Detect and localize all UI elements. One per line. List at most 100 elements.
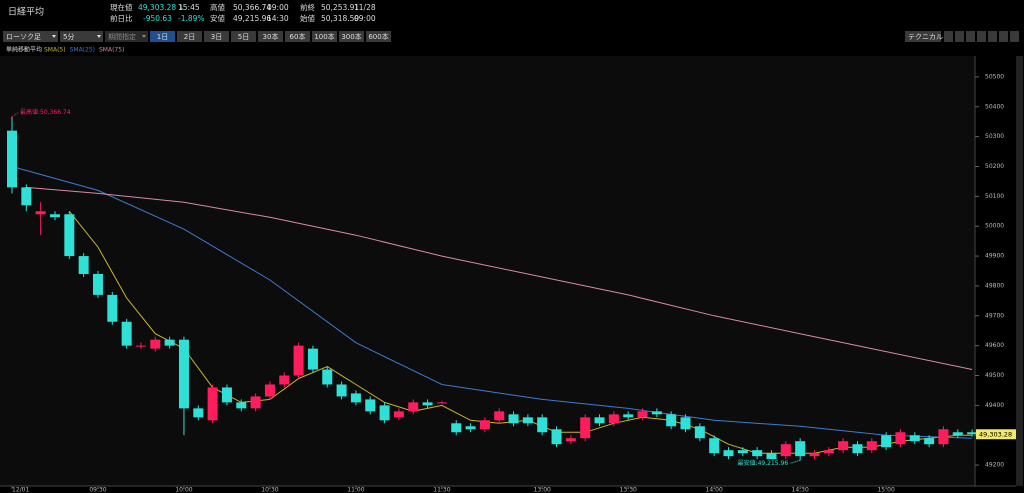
dropdown-arrow	[142, 35, 146, 38]
candle-body	[967, 432, 978, 435]
icon[interactable]	[977, 31, 986, 42]
field-value: 49,303.28 ↓	[138, 3, 185, 12]
x-tick-label: 09:30	[89, 487, 106, 493]
dropdown-arrow	[52, 35, 56, 38]
field-label: 安値	[210, 13, 225, 23]
field-time: 15:45	[178, 3, 200, 12]
field-time: 11/28	[354, 3, 376, 12]
field-time: 09:00	[354, 14, 376, 23]
range-label: 300本	[341, 32, 361, 41]
candle-body	[279, 375, 290, 385]
candle-body	[465, 426, 476, 430]
candle-body	[49, 214, 60, 218]
range-button[interactable]	[339, 31, 364, 42]
tool-icons	[944, 31, 1019, 42]
candle-body	[221, 387, 232, 403]
candle-body	[938, 429, 949, 445]
candle-body	[737, 450, 748, 454]
candle-body	[422, 402, 433, 406]
sma-line	[26, 186, 973, 370]
technical-button[interactable]	[905, 31, 941, 42]
y-tick-label: 50100	[985, 193, 1004, 200]
chart-type-select[interactable]	[3, 31, 58, 42]
legend-title: 単純移動平均	[6, 46, 42, 54]
candle-body	[594, 417, 605, 424]
icon[interactable]	[955, 31, 964, 42]
candle-body	[78, 256, 89, 274]
y-tick-label: 49700	[985, 312, 1004, 319]
high-annotation: 最高値:50,366.74	[20, 108, 71, 116]
field-value: -950.63	[143, 14, 172, 23]
range-label: 600本	[368, 32, 388, 41]
candle-body	[508, 414, 519, 424]
range-button[interactable]	[150, 31, 175, 42]
range-button[interactable]	[177, 31, 202, 42]
candle-body	[336, 384, 347, 397]
candle-body	[694, 426, 705, 439]
candle-body	[723, 450, 734, 457]
scrollbar[interactable]	[1016, 56, 1023, 486]
icon[interactable]	[999, 31, 1008, 42]
candle-body	[752, 450, 763, 457]
field-label: 高値	[210, 2, 225, 12]
x-tick-label: 13:30	[620, 487, 637, 493]
candle-body	[350, 393, 361, 403]
candle-body	[207, 387, 218, 421]
candle-body	[637, 411, 648, 418]
range-label: 30本	[263, 32, 279, 41]
x-tick-label: 14:30	[792, 487, 809, 493]
range-button[interactable]	[312, 31, 337, 42]
candle-body	[307, 348, 318, 370]
interval: 5分	[63, 32, 74, 41]
candle-body	[178, 339, 189, 409]
legend-entry: SMA(25)	[70, 47, 95, 54]
y-tick-label: 50500	[985, 73, 1004, 80]
y-tick-label: 50200	[985, 163, 1004, 170]
field-label: 前終	[300, 2, 315, 12]
last-price-box	[976, 429, 1016, 440]
technical: テクニカル	[908, 33, 943, 41]
range-button[interactable]	[204, 31, 229, 42]
candle-body	[322, 369, 333, 385]
candle-body	[866, 441, 877, 451]
period-select[interactable]	[105, 31, 148, 42]
last-price-label: 49,303.28	[979, 430, 1012, 438]
candle-body	[709, 438, 720, 454]
candle-body	[135, 345, 146, 347]
candle-body	[164, 339, 175, 346]
field-value: 49,215.96	[233, 14, 271, 23]
candle-body	[666, 414, 677, 427]
icon[interactable]	[966, 31, 975, 42]
candle-body	[479, 420, 490, 430]
range-button[interactable]	[285, 31, 310, 42]
range-label: 3日	[211, 33, 222, 41]
plot-area	[0, 56, 975, 486]
candle-body	[881, 435, 892, 448]
icon[interactable]	[988, 31, 997, 42]
range-button[interactable]	[231, 31, 256, 42]
candle-body	[35, 211, 46, 215]
candle-body	[895, 432, 906, 445]
chart-type: ローソク足	[6, 33, 41, 41]
x-tick-label: 10:00	[175, 487, 192, 493]
candle-body	[608, 414, 619, 424]
range-button[interactable]	[366, 31, 391, 42]
field-change: -1.89%	[178, 14, 205, 23]
x-tick-label: 11:00	[347, 487, 364, 493]
sma-line	[11, 166, 973, 439]
range-button[interactable]	[258, 31, 283, 42]
icon[interactable]	[944, 31, 953, 42]
icon[interactable]	[1010, 31, 1019, 42]
candle-body	[952, 432, 963, 436]
candle-body	[7, 130, 17, 188]
candle-body	[494, 411, 505, 421]
candle-body	[565, 438, 576, 442]
y-tick-label: 49800	[985, 282, 1004, 289]
range-label: 60本	[290, 32, 306, 41]
y-tick-label: 50400	[985, 103, 1004, 110]
interval-select[interactable]	[60, 31, 103, 42]
candle-body	[92, 273, 103, 295]
candle-body	[236, 402, 247, 409]
candle-body	[64, 214, 75, 257]
